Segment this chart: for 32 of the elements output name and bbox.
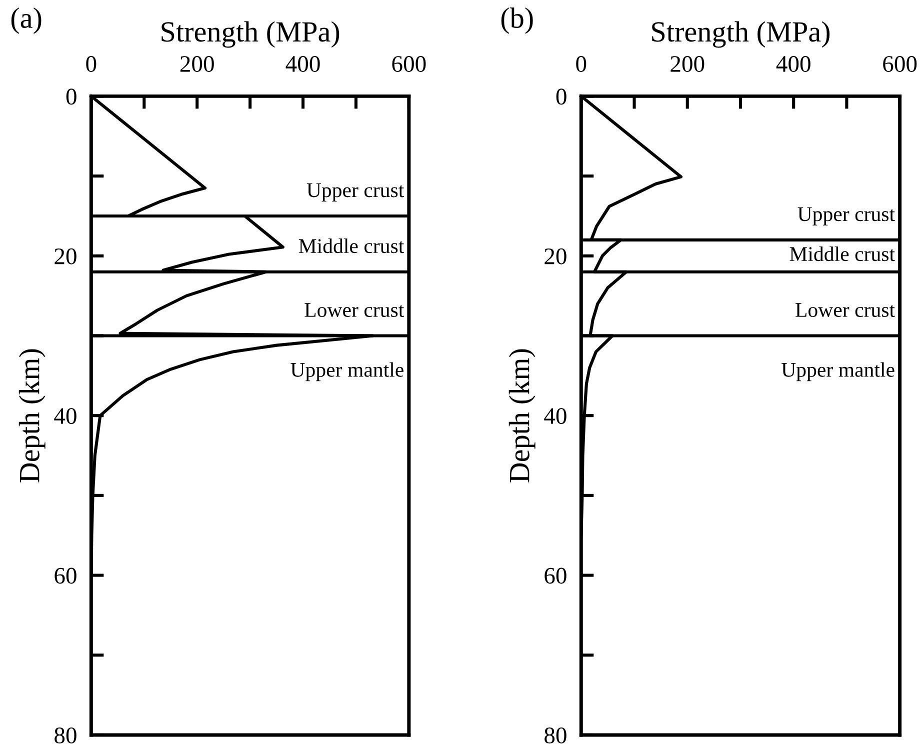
- y-tick-label: 60: [54, 568, 76, 584]
- annotation: Middle crust: [790, 246, 895, 262]
- annotation: Upper mantle: [290, 362, 404, 382]
- chart-title: (b): [501, 7, 533, 34]
- y-tick-label: 80: [544, 727, 566, 744]
- x-tick-label: 600: [392, 56, 426, 72]
- y-tick-label: 60: [544, 568, 566, 584]
- annotation: Middle crust: [298, 238, 404, 254]
- x-tick-label: 200: [670, 56, 704, 72]
- x-tick-label: 0: [86, 56, 96, 72]
- annotation: Lower crust: [304, 303, 404, 317]
- x-axis-title: Strength (MPa): [652, 21, 830, 48]
- x-tick-label: 400: [776, 56, 810, 72]
- x-tick-label: 200: [180, 56, 214, 72]
- y-tick-label: 0: [556, 88, 566, 105]
- annotation: Upper crust: [306, 183, 404, 202]
- annotation: Lower crust: [796, 303, 895, 317]
- x-tick-label: 600: [883, 56, 917, 72]
- x-axis-title: Strength (MPa): [162, 21, 340, 48]
- annotation: Upper crust: [798, 207, 895, 226]
- y-tick-label: 20: [54, 248, 76, 264]
- y-tick-label: 20: [544, 248, 566, 264]
- y-axis-title: Depth (km): [18, 349, 46, 482]
- y-tick-label: 80: [54, 727, 76, 744]
- annotation: Upper mantle: [782, 362, 894, 382]
- x-tick-label: 0: [576, 56, 586, 72]
- y-tick-label: 40: [544, 408, 566, 424]
- y-tick-label: 0: [66, 88, 76, 105]
- x-tick-label: 400: [286, 56, 320, 72]
- y-axis-title: Depth (km): [508, 349, 536, 482]
- chart-title: (a): [11, 7, 42, 34]
- y-tick-label: 40: [54, 408, 76, 424]
